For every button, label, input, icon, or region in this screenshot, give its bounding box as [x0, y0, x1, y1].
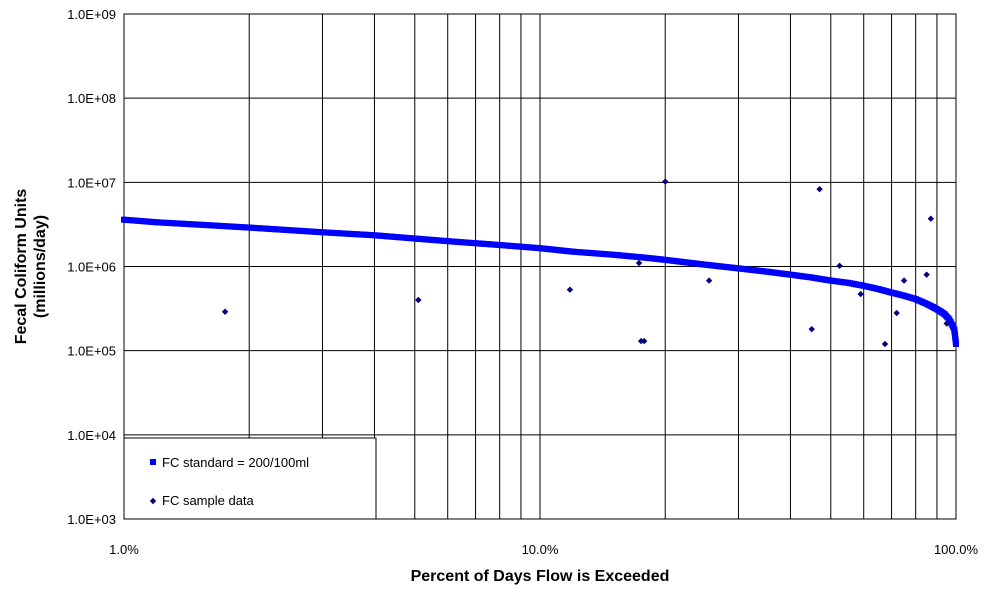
legend-marker-standard — [150, 459, 156, 465]
y-axis-title: Fecal Coliform Units (millions/day) — [13, 189, 49, 345]
data-marks — [121, 178, 959, 348]
y-axis-title-line1: Fecal Coliform Units — [13, 189, 30, 345]
legend-marker-samples — [149, 497, 157, 505]
x-axis-title: Percent of Days Flow is Exceeded — [411, 568, 670, 585]
sample-point — [808, 325, 815, 333]
tick-labels: 1.0E+03 1.0E+04 1.0E+05 1.0E+06 1.0E+07 1.0E+… — [67, 7, 978, 557]
y-tick-label: 1.0E+04 — [67, 428, 116, 443]
sample-point — [923, 271, 930, 278]
legend: FC standard = 200/100ml FC sample data — [123, 437, 377, 520]
sample-point — [705, 277, 713, 284]
grid-lines — [124, 14, 956, 519]
y-tick-label: 1.0E+06 — [67, 260, 116, 275]
x-tick-label: 10.0% — [522, 542, 559, 557]
sample-point — [662, 178, 669, 185]
legend-label-samples: FC sample data — [162, 493, 255, 508]
sample-point — [881, 340, 889, 348]
sample-point — [221, 308, 229, 315]
y-tick-label: 1.0E+08 — [67, 91, 116, 106]
sample-point — [893, 309, 900, 317]
sample-point — [566, 286, 574, 293]
sample-point — [836, 262, 843, 269]
legend-label-standard: FC standard = 200/100ml — [162, 455, 309, 470]
sample-point — [816, 185, 823, 193]
sample-point — [900, 277, 908, 284]
y-tick-label: 1.0E+09 — [67, 7, 116, 22]
x-tick-label: 1.0% — [109, 542, 139, 557]
sample-point — [415, 296, 422, 304]
y-axis-title-line2: (millions/day) — [32, 215, 49, 318]
y-tick-label: 1.0E+07 — [67, 175, 116, 190]
legend-box — [123, 437, 377, 520]
y-tick-label: 1.0E+05 — [67, 344, 116, 359]
sample-point — [927, 215, 935, 222]
standard-point — [953, 341, 959, 348]
sample-point — [943, 320, 950, 327]
x-tick-label: 100.0% — [934, 542, 979, 557]
sample-point — [640, 337, 648, 345]
plot-frame — [123, 13, 957, 520]
sample-point — [635, 259, 643, 267]
sample-point — [857, 290, 864, 298]
y-tick-label: 1.0E+03 — [67, 512, 116, 527]
